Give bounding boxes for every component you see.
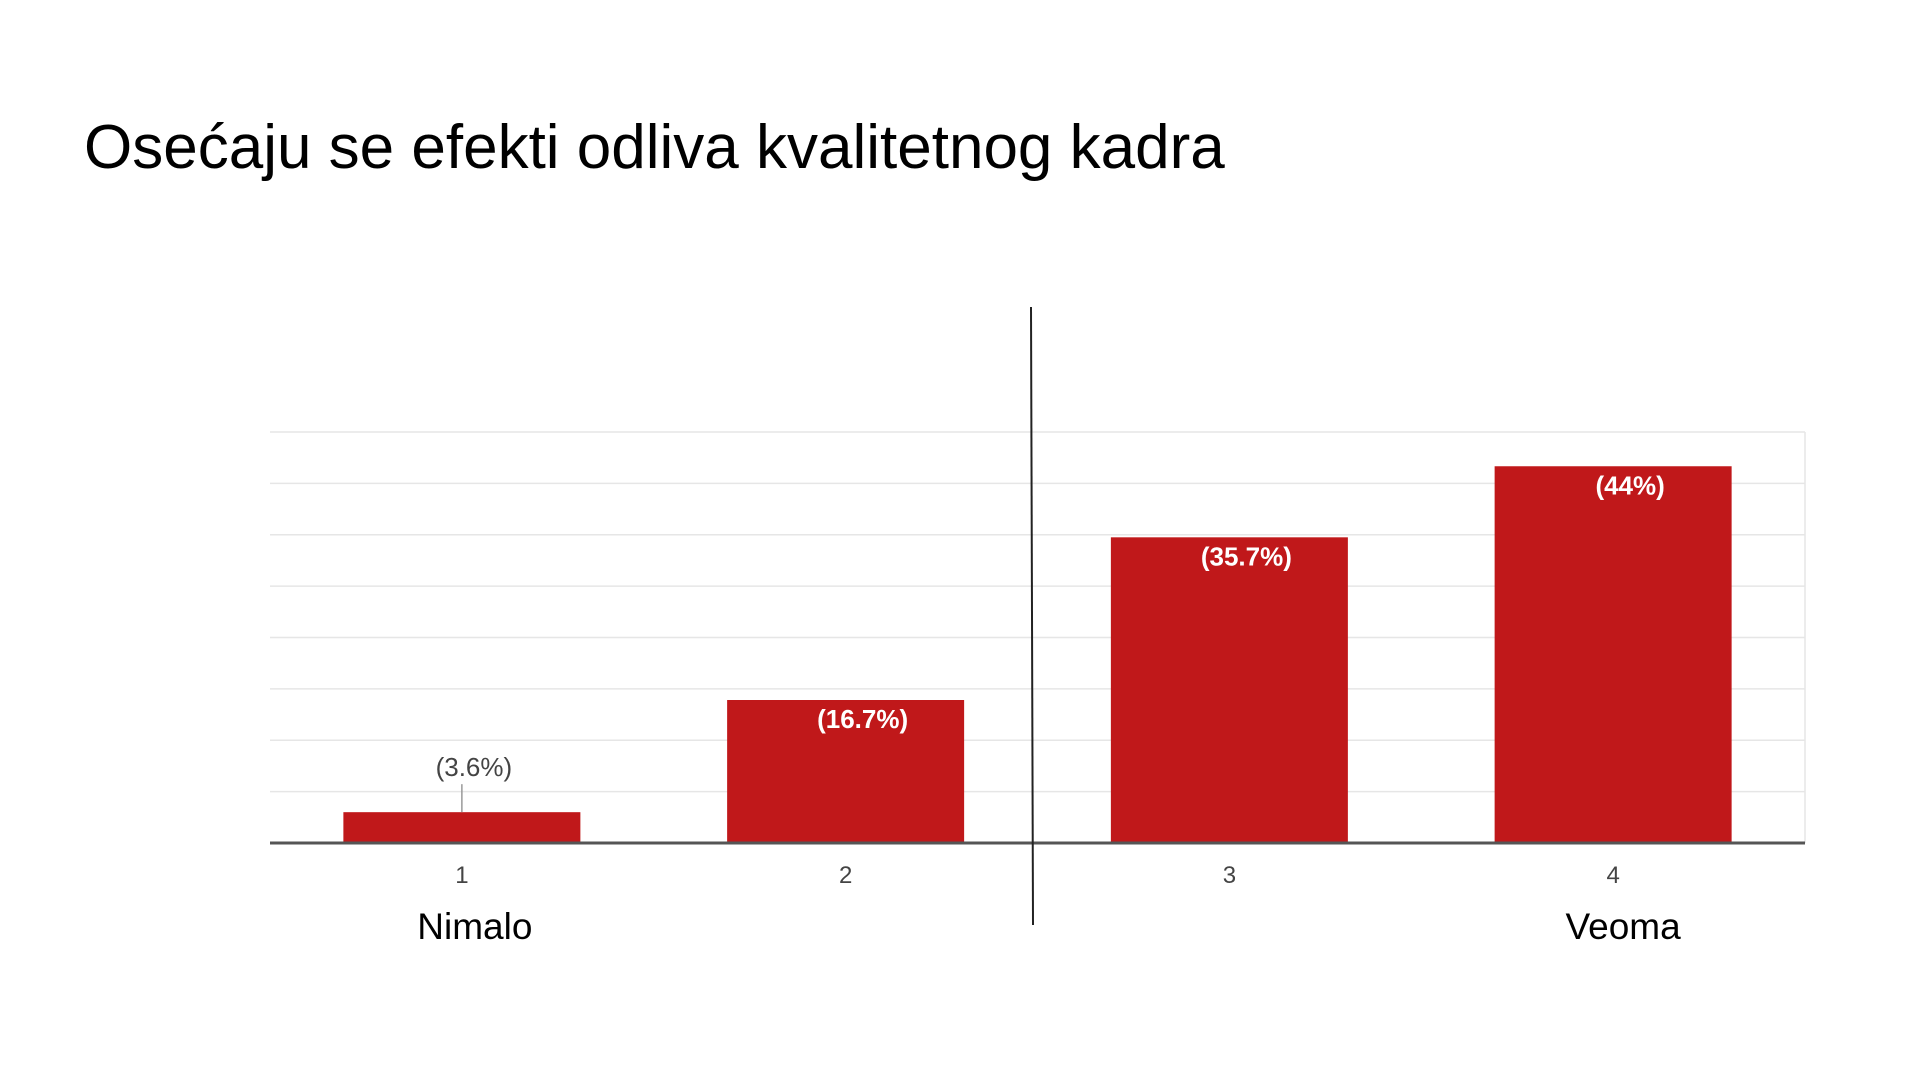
x-tick-label: 1 [455, 862, 468, 889]
data-label: (3.6%) [436, 752, 513, 782]
bar [1494, 466, 1732, 843]
slide-title: Osećaju se efekti odliva kvalitetnog kad… [84, 113, 1225, 182]
bar [343, 812, 581, 843]
divider-line [1030, 306, 1034, 926]
bar [727, 700, 965, 843]
data-label: (16.7%) [817, 704, 908, 734]
scale-high-label: Veoma [1566, 906, 1682, 947]
x-tick-label: 2 [839, 862, 852, 889]
x-tick-label: 3 [1223, 862, 1236, 889]
data-label: (44%) [1595, 470, 1664, 500]
bar [1110, 537, 1348, 843]
scale-low-label: Nimalo [417, 906, 532, 947]
x-tick-label: 4 [1606, 862, 1619, 889]
data-label: (35.7%) [1201, 541, 1292, 571]
